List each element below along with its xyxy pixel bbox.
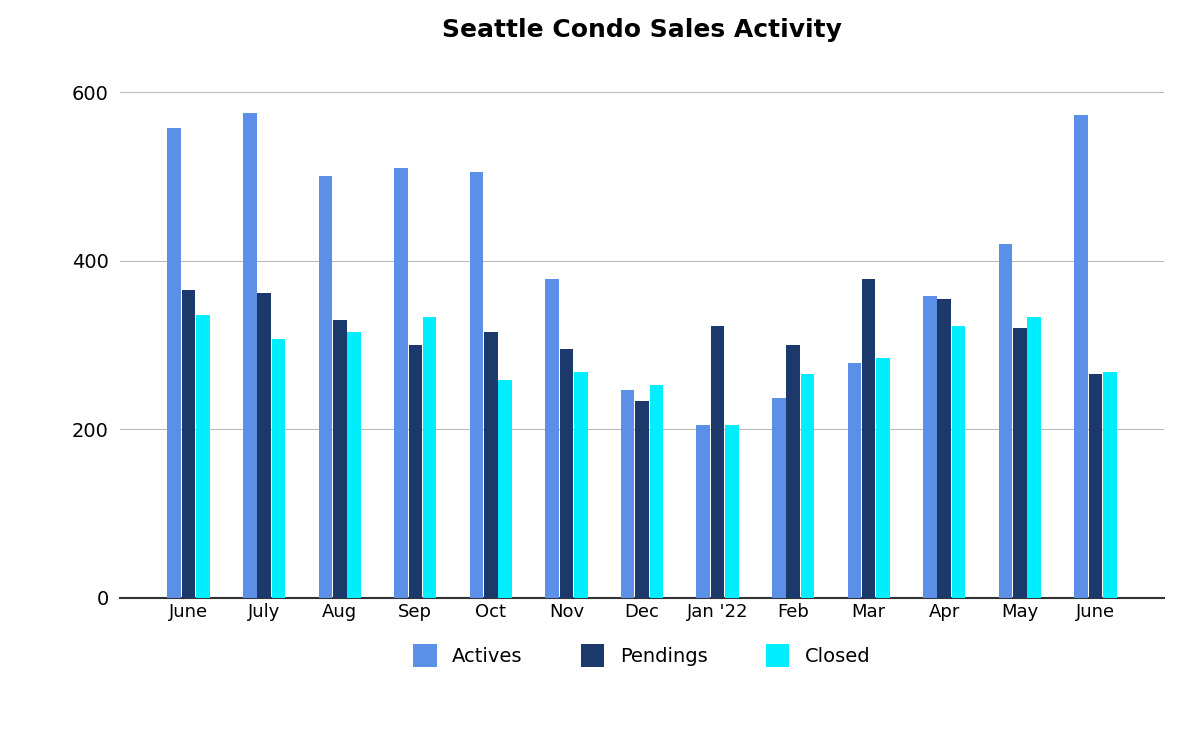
Legend: Actives, Pendings, Closed: Actives, Pendings, Closed: [406, 636, 878, 674]
Title: Seattle Condo Sales Activity: Seattle Condo Sales Activity: [442, 18, 842, 42]
Bar: [422, 317, 437, 598]
Bar: [559, 349, 574, 598]
Bar: [710, 326, 725, 598]
Bar: [1103, 372, 1116, 598]
Bar: [876, 357, 890, 598]
Bar: [862, 279, 876, 598]
Bar: [318, 176, 332, 598]
Bar: [1013, 328, 1027, 598]
Bar: [620, 389, 635, 598]
Bar: [696, 425, 710, 598]
Bar: [998, 243, 1013, 598]
Bar: [786, 345, 800, 598]
Bar: [937, 299, 952, 598]
Bar: [347, 332, 361, 598]
Bar: [649, 386, 664, 598]
Bar: [545, 279, 559, 598]
Bar: [484, 332, 498, 598]
Bar: [1027, 317, 1040, 598]
Bar: [725, 425, 739, 598]
Bar: [469, 172, 484, 598]
Bar: [923, 296, 937, 598]
Bar: [1074, 114, 1088, 598]
Bar: [1088, 375, 1102, 598]
Bar: [196, 316, 210, 598]
Bar: [168, 128, 181, 598]
Bar: [847, 364, 862, 598]
Bar: [498, 381, 512, 598]
Bar: [772, 398, 786, 598]
Bar: [408, 345, 422, 598]
Bar: [244, 113, 257, 598]
Bar: [635, 402, 649, 598]
Bar: [332, 319, 347, 598]
Bar: [271, 339, 286, 598]
Bar: [257, 292, 271, 598]
Bar: [800, 375, 815, 598]
Bar: [574, 372, 588, 598]
Bar: [182, 290, 196, 598]
Bar: [952, 327, 966, 598]
Bar: [394, 168, 408, 598]
